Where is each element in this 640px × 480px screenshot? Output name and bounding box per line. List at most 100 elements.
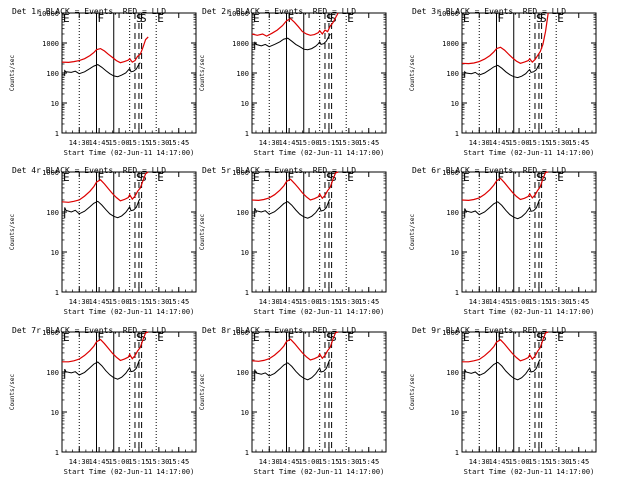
series-lld-line xyxy=(61,171,149,203)
x-tick-label: 14:45 xyxy=(279,298,300,306)
series-lld-line xyxy=(461,171,549,202)
marker-label: S xyxy=(140,171,147,184)
x-tick-label: 15:45 xyxy=(168,458,189,466)
series-events-line xyxy=(64,198,141,219)
y-axis-label: Counts/sec xyxy=(9,374,16,411)
y-tick-label: 100 xyxy=(46,70,59,78)
x-tick-label: 14:30 xyxy=(69,298,90,306)
y-tick-label: 10000 xyxy=(38,10,59,18)
marker-label: E xyxy=(253,171,260,184)
x-tick-label: 15:15 xyxy=(128,139,149,147)
x-tick-label: 15:45 xyxy=(358,298,379,306)
x-tick-label: 14:45 xyxy=(89,139,110,147)
y-tick-label: 10 xyxy=(51,249,59,257)
y-tick-label: 1 xyxy=(455,449,459,457)
x-tick-label: 15:00 xyxy=(299,139,320,147)
y-axis-label: Counts/sec xyxy=(199,374,206,411)
x-tick-label: 15:30 xyxy=(548,298,569,306)
marker-label: E xyxy=(463,171,470,184)
y-tick-label: 1 xyxy=(455,289,459,297)
y-tick-label: 10 xyxy=(241,100,249,108)
x-tick-label: 15:00 xyxy=(109,298,130,306)
marker-label: E xyxy=(157,171,164,184)
x-tick-label: 15:45 xyxy=(568,139,589,147)
marker-label: E xyxy=(347,331,354,344)
chart-title: Det 2r BLACK = Events, RED = LLD xyxy=(202,7,356,16)
x-axis-label: Start Time (02-Jun-11 14:17:00) xyxy=(464,308,595,316)
x-tick-label: 15:00 xyxy=(509,139,530,147)
y-tick-label: 1 xyxy=(245,130,249,138)
x-axis-label: Start Time (02-Jun-11 14:17:00) xyxy=(464,149,595,157)
y-tick-label: 10 xyxy=(241,249,249,257)
x-axis-label: Start Time (02-Jun-11 14:17:00) xyxy=(64,308,195,316)
x-tick-label: 15:15 xyxy=(318,298,339,306)
series-lld-line xyxy=(251,171,339,202)
x-tick-label: 15:15 xyxy=(128,458,149,466)
x-tick-label: 14:30 xyxy=(69,139,90,147)
y-tick-label: 1 xyxy=(55,449,59,457)
x-tick-label: 15:30 xyxy=(148,458,169,466)
y-tick-label: 100 xyxy=(236,369,249,377)
series-events-line xyxy=(464,198,541,220)
marker-label: F xyxy=(287,331,294,344)
marker-label: F xyxy=(497,171,504,184)
x-tick-label: 15:30 xyxy=(338,298,359,306)
marker-label: E xyxy=(463,331,470,344)
y-tick-label: 1000 xyxy=(442,169,459,177)
y-tick-label: 1000 xyxy=(42,40,59,48)
series-events-line xyxy=(254,198,331,219)
marker-label: S xyxy=(140,12,147,25)
x-tick-label: 15:15 xyxy=(528,139,549,147)
y-tick-label: 1000 xyxy=(42,169,59,177)
x-tick-label: 15:45 xyxy=(568,298,589,306)
x-tick-label: 15:30 xyxy=(338,139,359,147)
y-tick-label: 10 xyxy=(451,249,459,257)
marker-label: S xyxy=(540,12,547,25)
chart-title: Det 9r BLACK = Events, RED = LLD xyxy=(412,326,566,335)
y-axis-label: Counts/sec xyxy=(409,374,416,411)
series-lld-line xyxy=(461,12,549,65)
marker-label: E xyxy=(157,12,164,25)
x-tick-label: 14:30 xyxy=(69,458,90,466)
y-tick-label: 100 xyxy=(236,70,249,78)
marker-label: F xyxy=(97,171,104,184)
x-axis-label: Start Time (02-Jun-11 14:17:00) xyxy=(464,468,595,476)
chart-title: Det 6r BLACK = Events, RED = LLD xyxy=(412,166,566,175)
marker-label: E xyxy=(347,171,354,184)
marker-label: E xyxy=(557,171,564,184)
marker-label: F xyxy=(497,12,504,25)
y-axis-label: Counts/sec xyxy=(9,214,16,251)
y-tick-label: 10000 xyxy=(228,10,249,18)
x-tick-label: 15:15 xyxy=(318,139,339,147)
marker-label: E xyxy=(463,12,470,25)
y-tick-label: 1 xyxy=(245,449,249,457)
x-tick-label: 15:00 xyxy=(299,458,320,466)
x-tick-label: 15:45 xyxy=(568,458,589,466)
y-axis-label: Counts/sec xyxy=(409,214,416,251)
y-tick-label: 10000 xyxy=(438,10,459,18)
chart-title: Det 1r BLACK = Events, RED = LLD xyxy=(12,7,166,16)
y-tick-label: 1000 xyxy=(232,329,249,337)
y-tick-label: 1 xyxy=(455,130,459,138)
x-axis-label: Start Time (02-Jun-11 14:17:00) xyxy=(64,149,195,157)
chart-title: Det 8r BLACK = Events, RED = LLD xyxy=(202,326,356,335)
plot-frame xyxy=(461,12,597,134)
marker-label: E xyxy=(557,12,564,25)
y-tick-label: 1 xyxy=(55,130,59,138)
series-events-line xyxy=(64,62,141,78)
x-tick-label: 15:45 xyxy=(168,139,189,147)
chart-title: Det 5r BLACK = Events, RED = LLD xyxy=(202,166,356,175)
y-tick-label: 10 xyxy=(51,409,59,417)
y-tick-label: 1000 xyxy=(442,40,459,48)
x-tick-label: 15:30 xyxy=(548,458,569,466)
marker-label: S xyxy=(330,12,337,25)
y-tick-label: 1 xyxy=(55,289,59,297)
x-tick-label: 14:30 xyxy=(469,458,490,466)
